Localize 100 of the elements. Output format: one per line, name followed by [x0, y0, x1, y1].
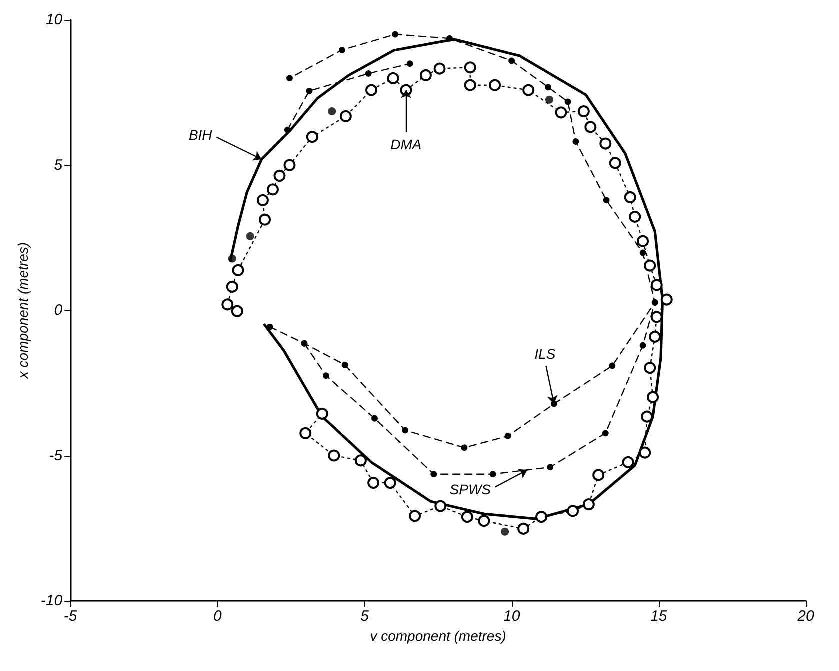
point — [461, 511, 474, 524]
point — [649, 330, 662, 343]
y-tick-label: 5 — [54, 156, 64, 174]
point — [284, 159, 296, 172]
point — [490, 471, 496, 478]
x-tick-label: 0 — [213, 608, 222, 625]
point — [567, 505, 580, 518]
point — [641, 410, 654, 423]
point — [328, 450, 340, 462]
point — [446, 35, 453, 42]
point — [402, 427, 409, 434]
text: DMA — [390, 136, 422, 152]
point — [622, 456, 634, 468]
point — [603, 197, 610, 204]
point — [323, 372, 330, 380]
point — [420, 69, 432, 82]
x-axis-title: v component (metres) — [370, 628, 506, 644]
point — [384, 477, 396, 490]
x-tick-label: 20 — [796, 608, 815, 625]
point — [644, 362, 656, 374]
y-tick-label: -10 — [40, 592, 64, 610]
point — [647, 391, 660, 404]
point — [409, 510, 422, 522]
point — [555, 106, 568, 119]
point — [640, 250, 646, 256]
point — [306, 131, 318, 144]
point — [328, 108, 336, 116]
point — [464, 62, 476, 74]
point — [478, 515, 490, 528]
series-label: SPWS — [450, 482, 492, 498]
point — [392, 31, 399, 38]
point — [256, 194, 269, 206]
point — [372, 415, 378, 422]
point — [624, 192, 636, 204]
point — [228, 254, 236, 263]
point — [338, 47, 346, 54]
point — [501, 528, 510, 536]
point — [518, 522, 530, 535]
point — [536, 511, 548, 524]
point — [340, 110, 352, 122]
point — [284, 126, 291, 134]
point — [316, 408, 328, 420]
point — [464, 79, 476, 92]
point — [342, 362, 348, 368]
point — [366, 84, 378, 96]
point — [609, 362, 616, 370]
point — [231, 305, 244, 318]
point — [600, 138, 612, 150]
point — [572, 138, 580, 145]
point — [434, 62, 446, 75]
point — [564, 98, 572, 106]
y-tick-label: 0 — [54, 302, 64, 319]
point — [354, 454, 367, 467]
point — [232, 264, 244, 276]
point — [547, 464, 554, 471]
point — [266, 324, 274, 330]
point — [306, 88, 313, 94]
text: BIH — [188, 127, 214, 144]
point — [300, 427, 312, 440]
point — [578, 106, 590, 118]
point — [508, 58, 516, 64]
point — [522, 84, 535, 96]
point — [406, 60, 414, 68]
point — [286, 75, 293, 82]
point — [274, 170, 286, 182]
point — [545, 96, 554, 104]
x-tick-label: 15 — [650, 608, 668, 625]
point — [489, 79, 502, 92]
y-axis-title: x component (metres) — [15, 242, 31, 380]
point — [629, 210, 642, 223]
point — [430, 471, 438, 478]
point — [368, 477, 380, 490]
point — [434, 500, 447, 512]
point — [639, 446, 652, 459]
point — [602, 430, 609, 437]
point — [592, 469, 605, 482]
point — [660, 294, 673, 306]
point — [609, 157, 622, 170]
point — [226, 280, 238, 293]
point — [259, 214, 272, 226]
point — [644, 260, 656, 272]
point — [584, 121, 597, 134]
point — [650, 311, 663, 324]
x-tick-label: 10 — [503, 608, 521, 625]
point — [246, 232, 254, 240]
point — [222, 298, 234, 311]
y-tick-label: 10 — [46, 12, 64, 28]
text: ILS — [534, 346, 556, 362]
point — [266, 184, 279, 196]
point — [365, 70, 372, 77]
x-tick-label: 5 — [360, 608, 370, 625]
point — [640, 342, 646, 349]
point — [650, 279, 663, 292]
y-tick-label: -5 — [49, 447, 64, 464]
point — [637, 235, 650, 248]
point — [461, 444, 468, 452]
point — [387, 72, 400, 84]
point — [582, 498, 595, 511]
point — [504, 433, 512, 440]
point — [545, 84, 552, 91]
